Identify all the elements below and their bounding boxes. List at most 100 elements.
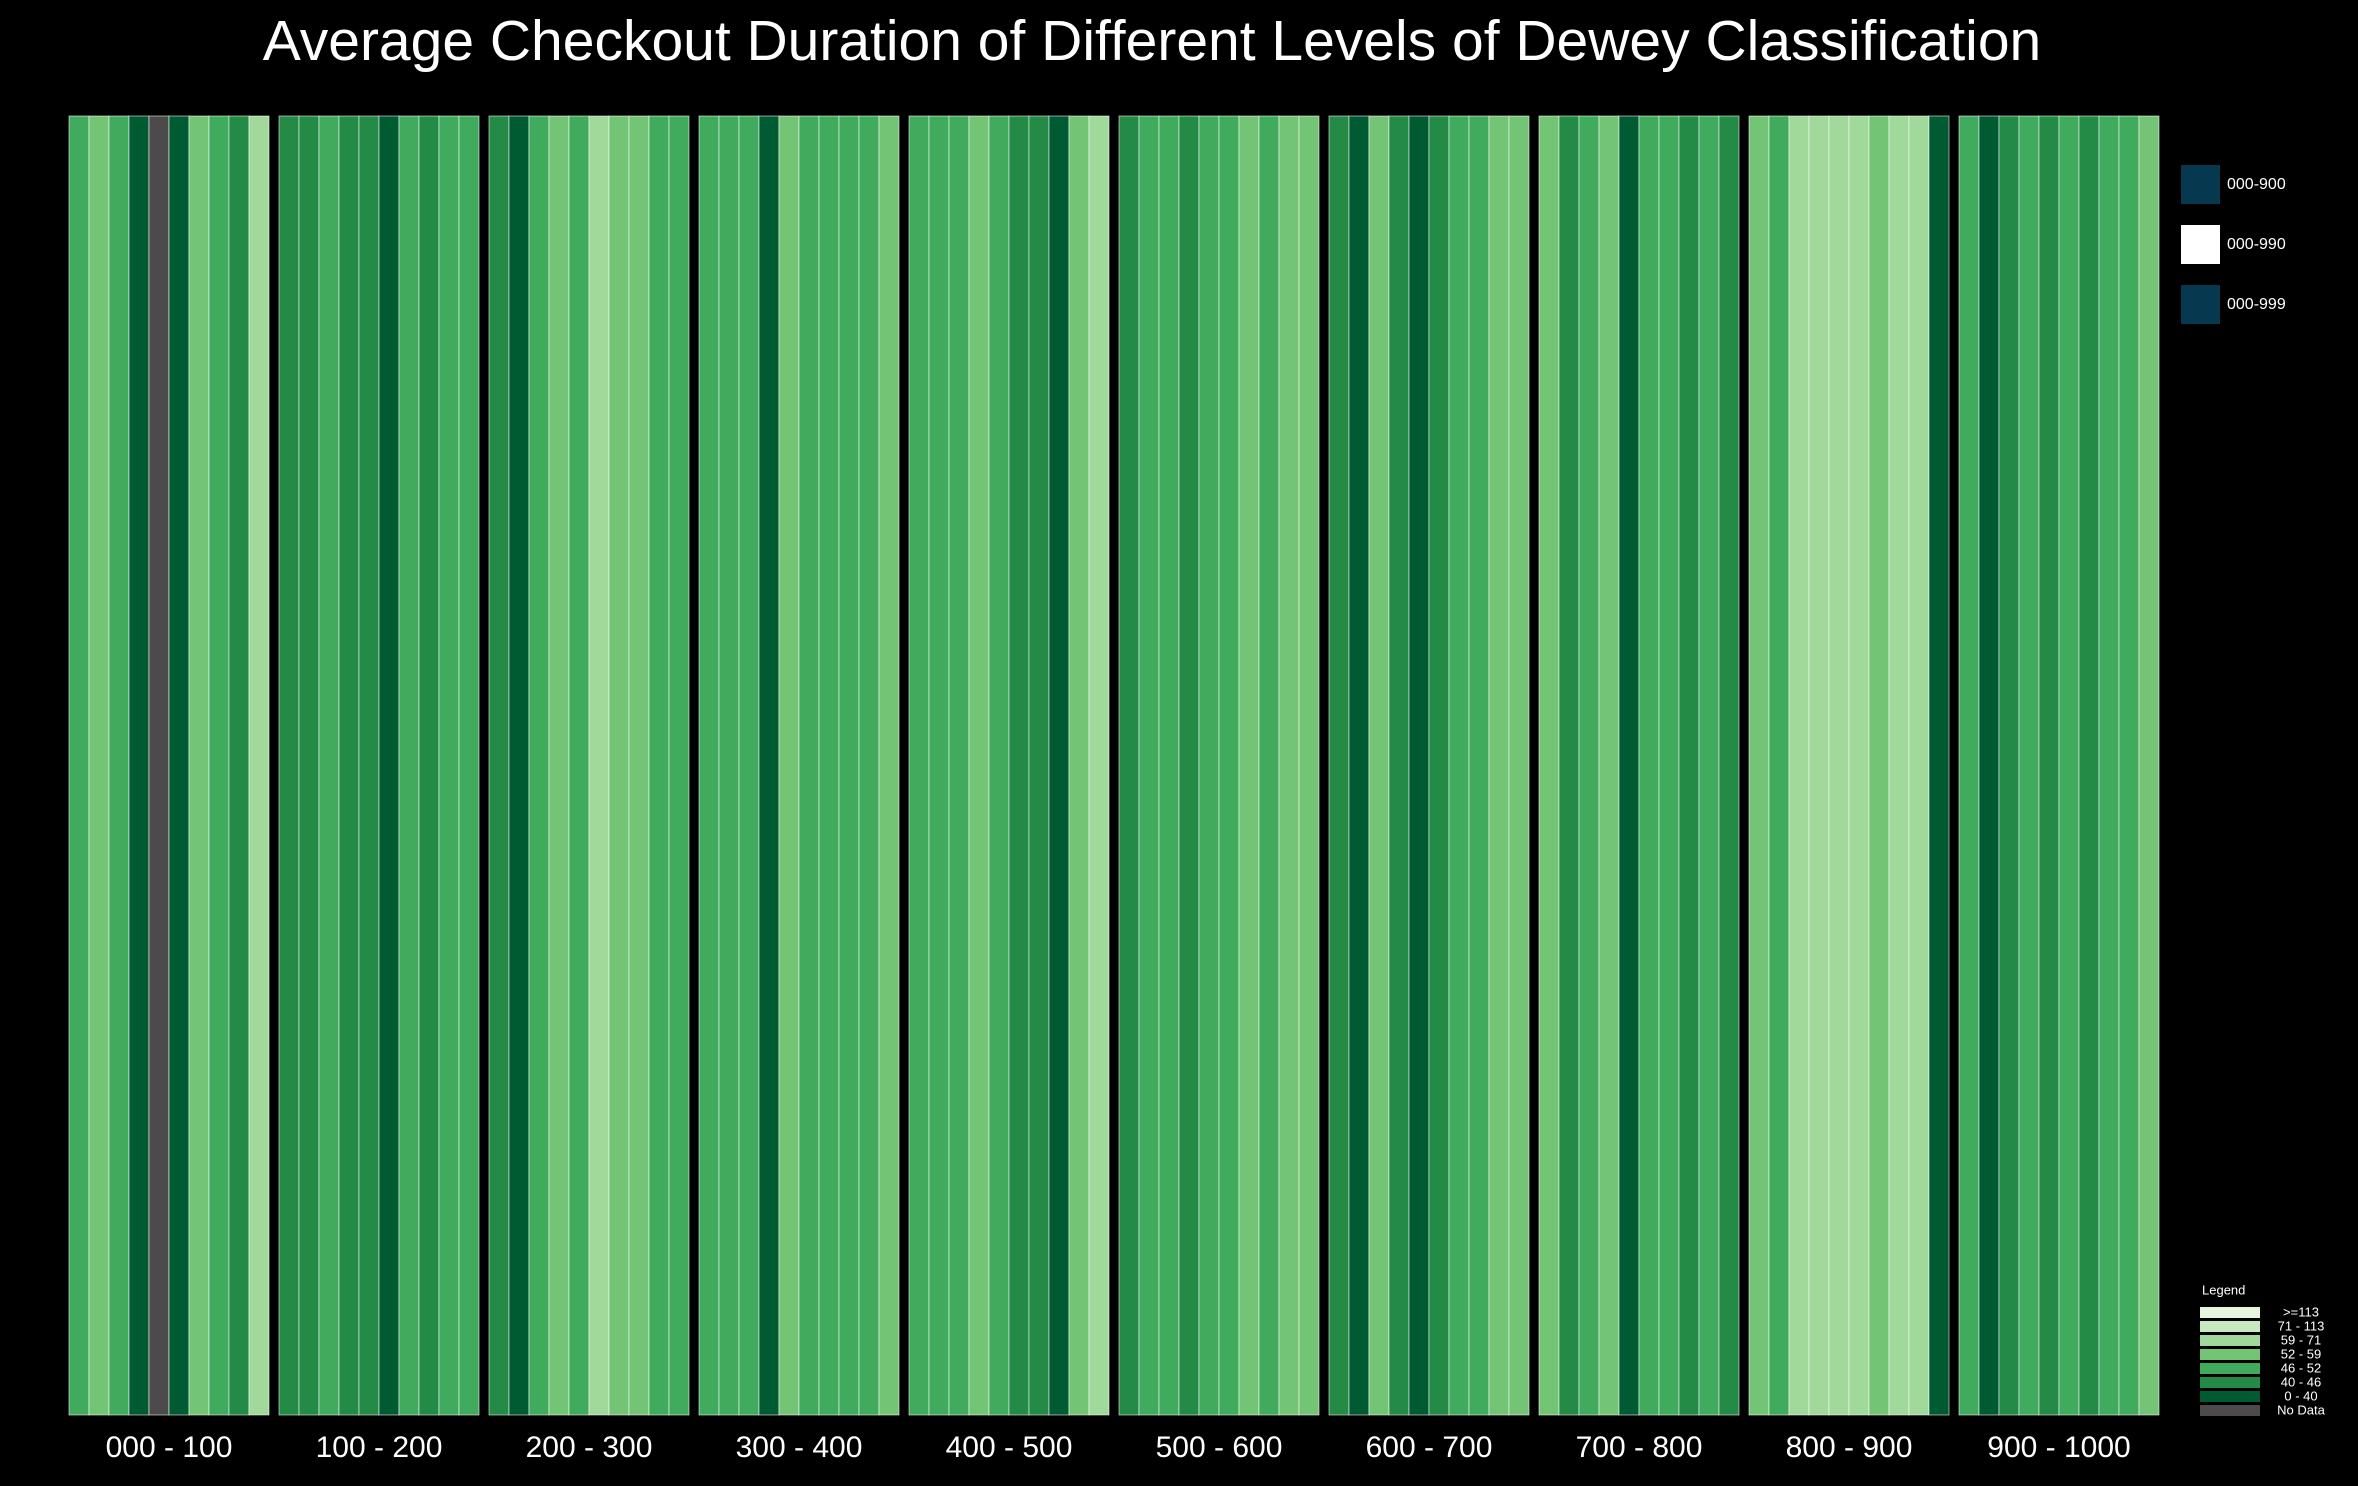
legend-label: 40 - 46 [2281, 1374, 2321, 1389]
stripe [1218, 115, 1240, 1416]
legend-swatch [2200, 1321, 2260, 1332]
range-label: 000-990 [2227, 236, 2286, 253]
stripe [1238, 115, 1260, 1416]
stripe [1088, 115, 1110, 1416]
stripe [1328, 115, 1350, 1416]
range-label: 000-999 [2227, 296, 2286, 313]
stripe [128, 115, 150, 1416]
stripe [168, 115, 190, 1416]
range-swatch [2181, 285, 2220, 324]
legend-label: >=113 [2283, 1304, 2319, 1319]
range-label: 000-900 [2227, 176, 2286, 193]
stripe [1138, 115, 1160, 1416]
range-swatch [2181, 225, 2220, 264]
stripe [2118, 115, 2140, 1416]
stripe [1888, 115, 1910, 1416]
stripe [1768, 115, 1790, 1416]
stripe [2038, 115, 2060, 1416]
x-tick-label: 200 - 300 [526, 1431, 653, 1464]
stripe [2078, 115, 2100, 1416]
stripe [1178, 115, 1200, 1416]
legend-label: 71 - 113 [2278, 1318, 2325, 1333]
stripe [148, 115, 170, 1416]
stripe [1658, 115, 1680, 1416]
stripe [1258, 115, 1280, 1416]
stripe [1278, 115, 1300, 1416]
legend-label: 59 - 71 [2281, 1332, 2321, 1347]
legend-label: 0 - 40 [2284, 1388, 2317, 1403]
stripe [738, 115, 760, 1416]
x-tick-label: 700 - 800 [1576, 1431, 1703, 1464]
stripe [878, 115, 900, 1416]
stripe [398, 115, 420, 1416]
range-swatch [2181, 165, 2220, 204]
stripe [318, 115, 340, 1416]
stripe [1978, 115, 2000, 1416]
stripe [1428, 115, 1450, 1416]
stripe [418, 115, 440, 1416]
x-tick-label: 400 - 500 [946, 1431, 1073, 1464]
stripe [1958, 115, 1980, 1416]
stripe [1578, 115, 1600, 1416]
stripe [1538, 115, 1560, 1416]
stripe [798, 115, 820, 1416]
stripe [1718, 115, 1740, 1416]
stripe [858, 115, 880, 1416]
chart-title: Average Checkout Duration of Different L… [263, 9, 2041, 73]
stripe [568, 115, 590, 1416]
stripe [988, 115, 1010, 1416]
legend-swatch [2200, 1363, 2260, 1374]
stripe [458, 115, 480, 1416]
stripe [758, 115, 780, 1416]
legend-title: Legend [2202, 1282, 2245, 1297]
stripe [1008, 115, 1030, 1416]
stripe [528, 115, 550, 1416]
stripe [108, 115, 130, 1416]
stripe [2098, 115, 2120, 1416]
legend-swatch [2200, 1405, 2260, 1416]
stripe [1998, 115, 2020, 1416]
stripe [1488, 115, 1510, 1416]
legend-swatch [2200, 1349, 2260, 1360]
x-tick-label: 300 - 400 [736, 1431, 863, 1464]
stripe [228, 115, 250, 1416]
stripe [608, 115, 630, 1416]
stripe [698, 115, 720, 1416]
stripe [2138, 115, 2160, 1416]
legend-label: No Data [2277, 1402, 2325, 1417]
stripe [1408, 115, 1430, 1416]
stripe [358, 115, 380, 1416]
x-tick-label: 900 - 1000 [1987, 1431, 2130, 1464]
stripe [68, 115, 90, 1416]
stripe [1908, 115, 1930, 1416]
stripe [338, 115, 360, 1416]
stripe [1048, 115, 1070, 1416]
legend-swatch [2200, 1377, 2260, 1388]
stripe [1598, 115, 1620, 1416]
stripe [908, 115, 930, 1416]
x-tick-label: 600 - 700 [1366, 1431, 1493, 1464]
stripe [188, 115, 210, 1416]
stripe [928, 115, 950, 1416]
stripe [1118, 115, 1140, 1416]
stripe [208, 115, 230, 1416]
stripe [1158, 115, 1180, 1416]
stripe [1558, 115, 1580, 1416]
stripe [1748, 115, 1770, 1416]
stripe [668, 115, 690, 1416]
stripe [1678, 115, 1700, 1416]
stripe [1298, 115, 1320, 1416]
stripe [1868, 115, 1890, 1416]
stripe [2018, 115, 2040, 1416]
stripe [1808, 115, 1830, 1416]
x-tick-label: 100 - 200 [316, 1431, 443, 1464]
stripe [1028, 115, 1050, 1416]
stripe [1198, 115, 1220, 1416]
stripe [438, 115, 460, 1416]
stripe [1698, 115, 1720, 1416]
x-tick-label: 000 - 100 [106, 1431, 233, 1464]
stripe [1928, 115, 1950, 1416]
stripe [298, 115, 320, 1416]
